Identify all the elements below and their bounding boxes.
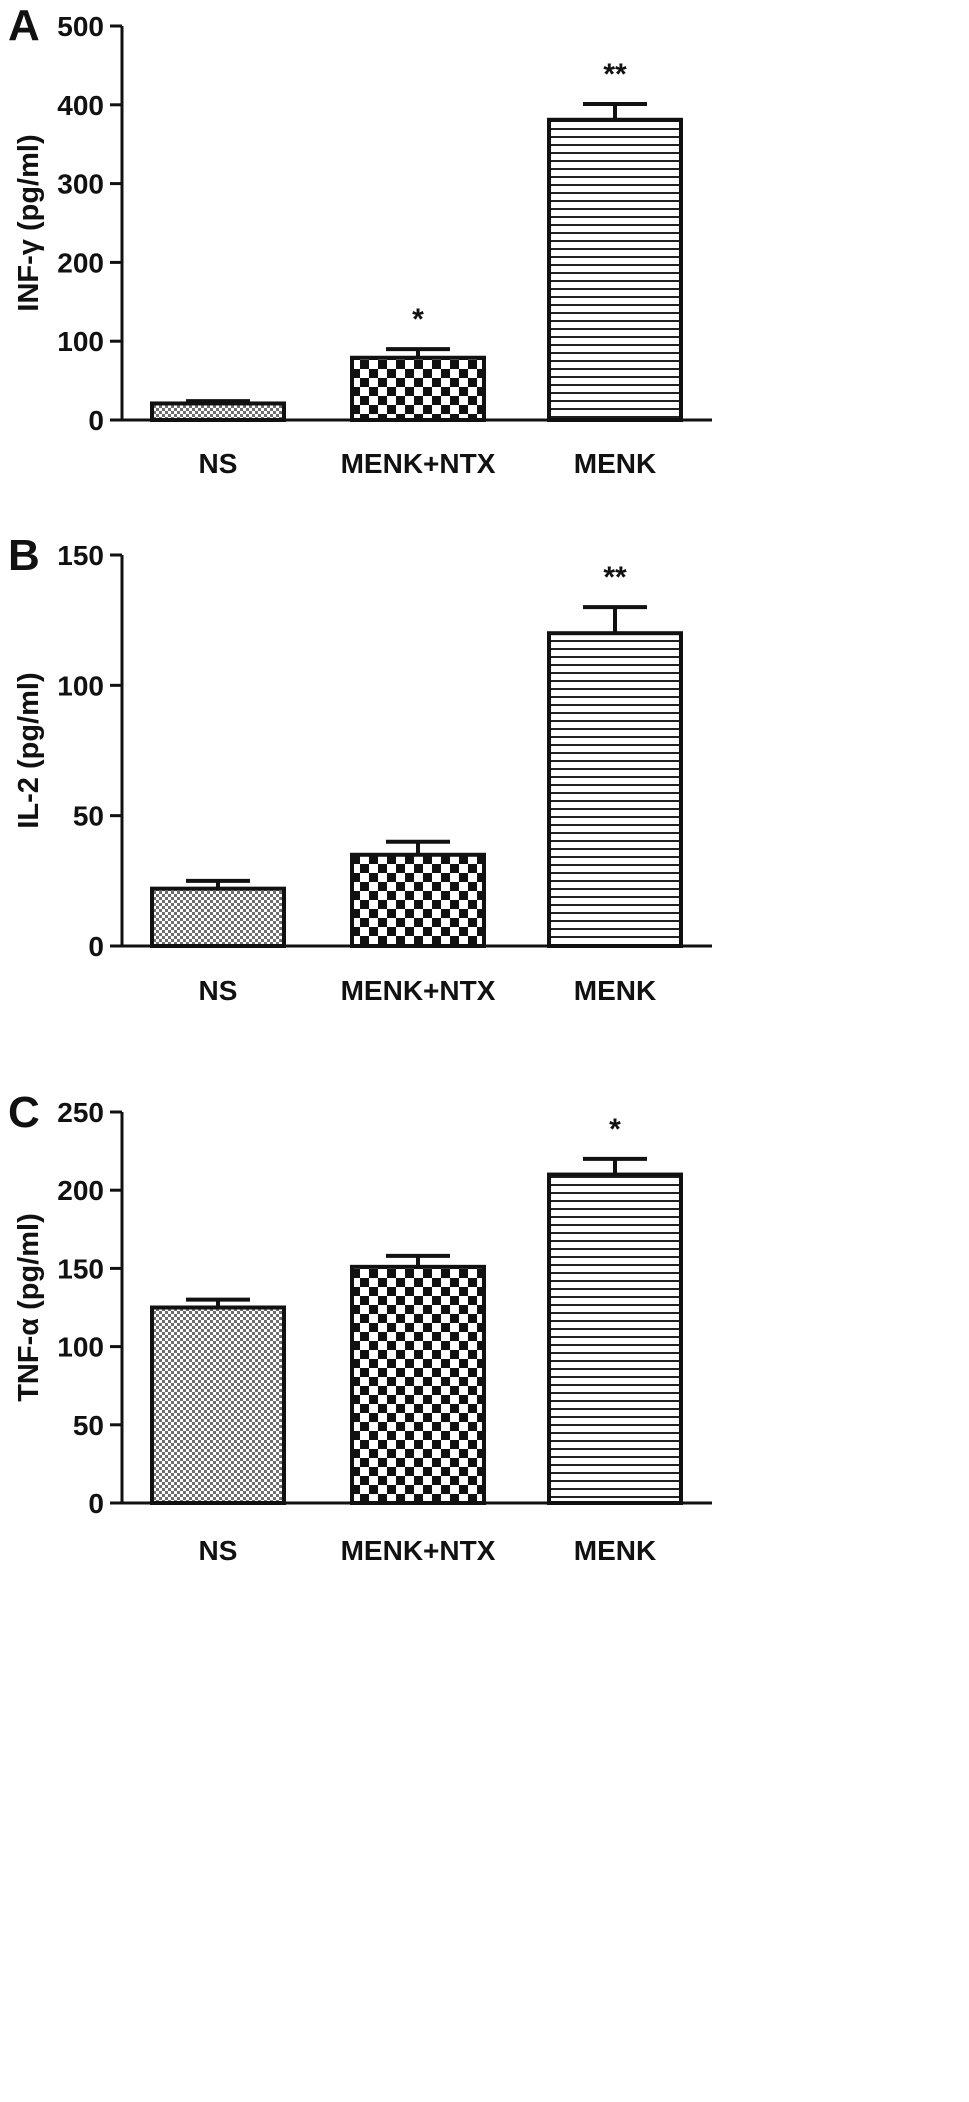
y-tick-label: 500 [57, 11, 104, 42]
x-category-label: NS [199, 448, 238, 479]
y-tick-label: 100 [57, 670, 104, 701]
bar-ns [150, 886, 286, 948]
y-axis-label: INF-γ (pg/ml) [13, 134, 45, 311]
bar-ns [150, 401, 286, 422]
bar-menk [547, 1172, 683, 1506]
bar-menk [547, 117, 683, 422]
y-axis-label: TNF-α (pg/ml) [13, 1213, 45, 1402]
x-category-label: NS [199, 1535, 238, 1566]
bar-menk-ntx [350, 852, 486, 948]
x-category-label: NS [199, 975, 238, 1006]
y-tick-label: 250 [57, 1097, 104, 1128]
significance-marker: * [609, 1113, 621, 1146]
y-tick-label: 400 [57, 90, 104, 121]
x-category-label: MENK+NTX [341, 1535, 496, 1566]
y-tick-label: 150 [57, 540, 104, 571]
y-tick-label: 50 [73, 801, 104, 832]
y-tick-label: 150 [57, 1253, 104, 1284]
x-category-label: MENK [574, 975, 656, 1006]
y-tick-label: 100 [57, 1332, 104, 1363]
panel-letter: B [8, 531, 40, 580]
x-category-label: MENK+NTX [341, 975, 496, 1006]
panel-a: A 0 100 200 300 400 500 INF-γ (pg/ml) NS * MENK+NT… [8, 1, 712, 479]
significance-marker: ** [603, 58, 627, 91]
panel-b: B 0 50 100 150 IL-2 (pg/ml) NS MENK+NTX ** MENK [8, 531, 712, 1006]
bar-menk [547, 631, 683, 948]
bar-menk-ntx [350, 1264, 486, 1506]
y-tick-label: 200 [57, 1175, 104, 1206]
x-category-label: MENK+NTX [341, 448, 496, 479]
y-tick-label: 0 [88, 1488, 104, 1519]
y-tick-label: 100 [57, 326, 104, 357]
panel-letter: C [8, 1088, 40, 1137]
significance-marker: * [412, 303, 424, 336]
panel-letter: A [8, 1, 40, 50]
x-category-label: MENK [574, 1535, 656, 1566]
bar-ns [150, 1305, 286, 1505]
y-tick-label: 0 [88, 931, 104, 962]
y-tick-label: 200 [57, 247, 104, 278]
significance-marker: ** [603, 561, 627, 594]
y-tick-label: 50 [73, 1410, 104, 1441]
y-axis-label: IL-2 (pg/ml) [13, 672, 45, 828]
y-tick-label: 300 [57, 169, 104, 200]
bar-menk-ntx [350, 355, 486, 422]
y-tick-label: 0 [88, 405, 104, 436]
panel-c: C 0 50 100 150 200 250 TNF-α (pg/ml) NS MENK+NTX *… [8, 1088, 712, 1566]
x-category-label: MENK [574, 448, 656, 479]
